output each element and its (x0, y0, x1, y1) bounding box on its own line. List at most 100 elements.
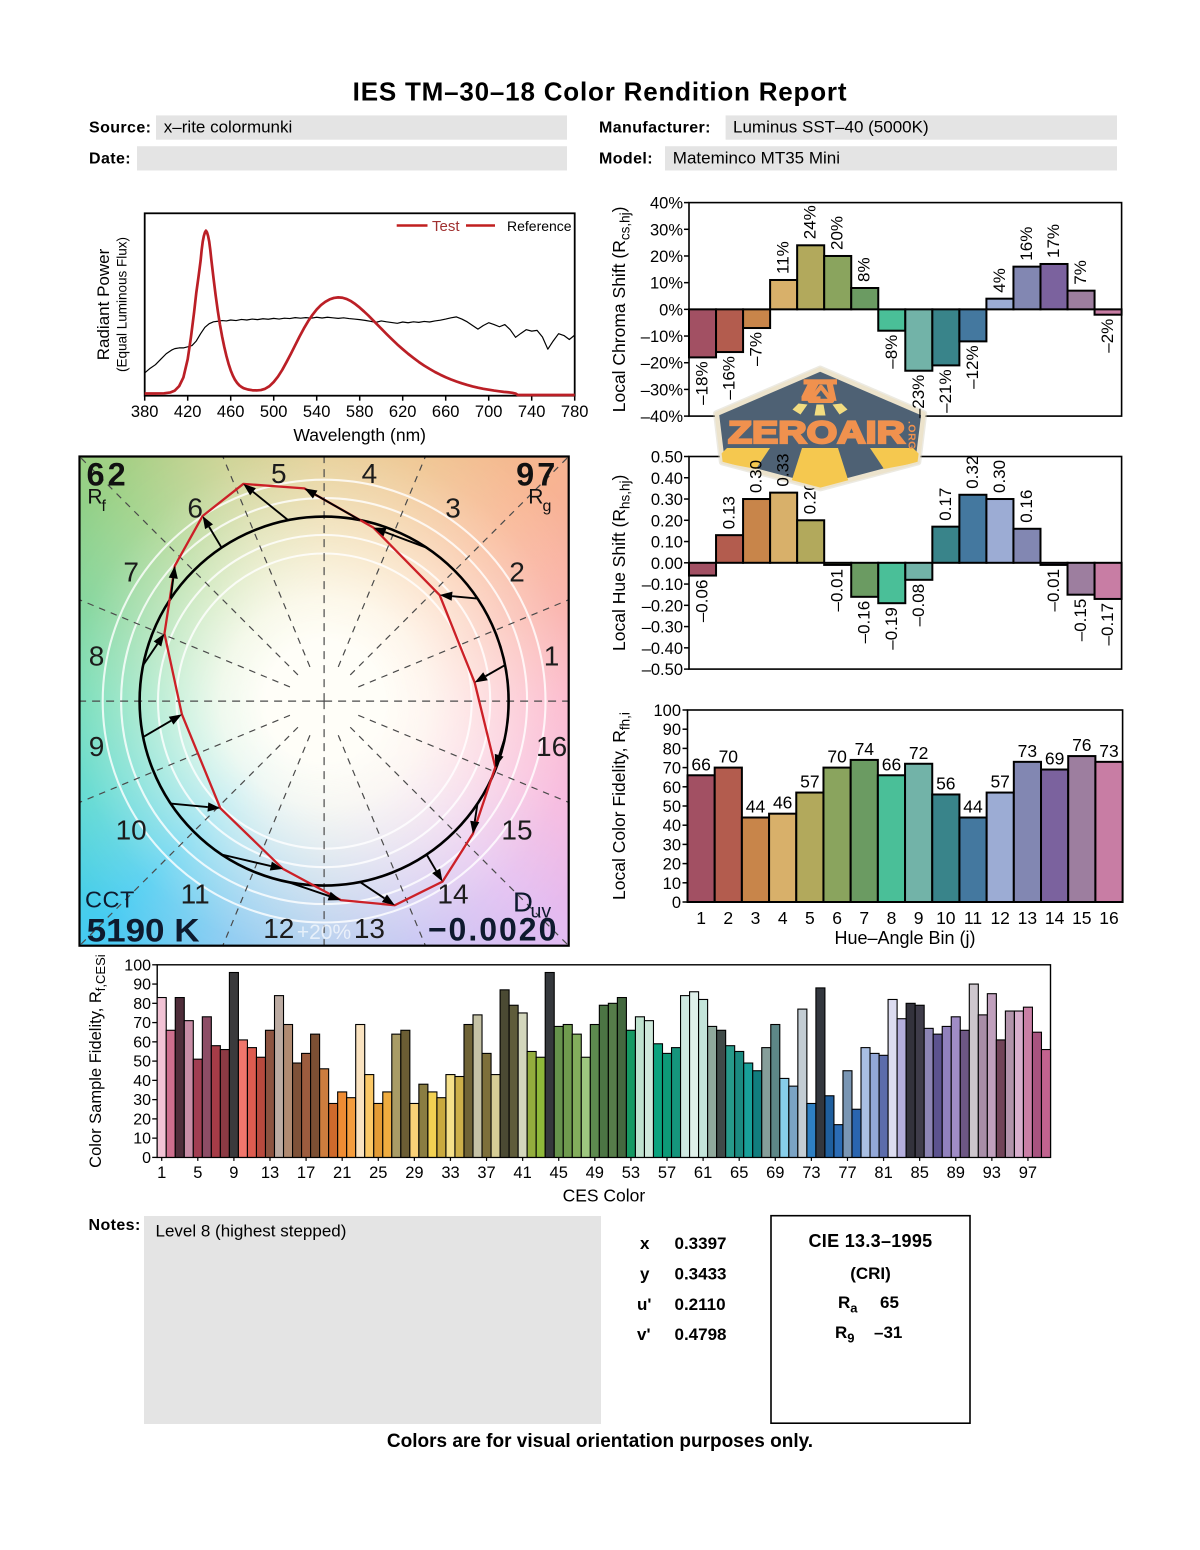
svg-text:5: 5 (271, 458, 287, 489)
svg-text:CIE 13.3–1995: CIE 13.3–1995 (809, 1231, 933, 1251)
svg-text:57: 57 (990, 772, 1009, 792)
svg-text:–0.40: –0.40 (642, 640, 683, 658)
svg-text:Source:: Source: (89, 120, 151, 137)
svg-text:–0.01: –0.01 (828, 569, 847, 612)
svg-text:Local Color Fidelity, Rfh,i: Local Color Fidelity, Rfh,i (609, 712, 633, 900)
svg-text:700: 700 (475, 403, 503, 421)
svg-text:uv: uv (531, 901, 552, 923)
svg-text:Level 8 (highest stepped): Level 8 (highest stepped) (156, 1222, 347, 1241)
svg-text:Local Chroma Shift (Rcs,hj): Local Chroma Shift (Rcs,hj) (609, 207, 633, 413)
svg-text:85: 85 (911, 1164, 929, 1182)
svg-text:Color Sample Fidelity, Rf,CESi: Color Sample Fidelity, Rf,CESi (87, 954, 108, 1168)
svg-text:7: 7 (859, 908, 869, 928)
svg-text:0.4798: 0.4798 (675, 1325, 727, 1344)
svg-text:–30%: –30% (641, 381, 684, 399)
svg-text:69: 69 (766, 1164, 784, 1182)
svg-text:540: 540 (303, 403, 331, 421)
svg-text:R9: R9 (835, 1323, 855, 1346)
svg-text:–0.08: –0.08 (909, 584, 928, 627)
svg-text:g: g (543, 498, 552, 515)
svg-text:93: 93 (983, 1164, 1001, 1182)
svg-text:100: 100 (124, 957, 151, 974)
svg-text:R: R (528, 486, 543, 509)
svg-text:0.30: 0.30 (990, 460, 1009, 493)
svg-text:66: 66 (882, 754, 901, 774)
svg-text:90: 90 (133, 977, 151, 994)
svg-text:ZEROAIR: ZEROAIR (728, 414, 905, 450)
svg-text:0: 0 (142, 1150, 151, 1167)
svg-text:0: 0 (672, 894, 681, 912)
svg-text:IES TM–30–18 Color Rendition R: IES TM–30–18 Color Rendition Report (353, 77, 848, 107)
svg-text:41: 41 (513, 1164, 531, 1182)
svg-text:53: 53 (622, 1164, 640, 1182)
svg-text:40%: 40% (650, 195, 683, 213)
svg-text:0.30: 0.30 (747, 460, 766, 493)
svg-text:9: 9 (229, 1164, 238, 1182)
svg-text:15: 15 (501, 815, 532, 846)
svg-text:65: 65 (880, 1293, 899, 1312)
svg-text:0.3433: 0.3433 (675, 1264, 727, 1283)
svg-text:0.3397: 0.3397 (675, 1234, 727, 1253)
svg-text:80: 80 (663, 740, 681, 758)
svg-text:f: f (102, 498, 107, 515)
svg-text:–40%: –40% (641, 408, 684, 426)
svg-text:Notes:: Notes: (89, 1217, 141, 1234)
svg-text:60: 60 (663, 779, 681, 797)
svg-text:–18%: –18% (693, 361, 712, 404)
svg-text:10%: 10% (650, 275, 683, 293)
svg-text:6: 6 (187, 493, 203, 524)
svg-text:13: 13 (1018, 908, 1037, 928)
svg-text:580: 580 (346, 403, 374, 421)
svg-text:4: 4 (778, 908, 788, 928)
svg-text:10: 10 (116, 815, 147, 846)
svg-text:+20%: +20% (297, 921, 351, 944)
svg-text:CCT: CCT (85, 887, 135, 913)
svg-text:77: 77 (838, 1164, 856, 1182)
svg-text:660: 660 (432, 403, 460, 421)
svg-text:(CRI): (CRI) (850, 1264, 891, 1283)
svg-text:72: 72 (909, 743, 928, 763)
svg-text:6: 6 (832, 908, 842, 928)
svg-text:2: 2 (723, 908, 733, 928)
svg-text:1: 1 (544, 640, 560, 671)
svg-text:20%: 20% (828, 216, 847, 250)
svg-text:37: 37 (477, 1164, 495, 1182)
svg-text:Colors are for visual orientat: Colors are for visual orientation purpos… (387, 1431, 813, 1452)
svg-text:17%: 17% (1044, 224, 1063, 258)
svg-text:20%: 20% (650, 248, 683, 266)
svg-text:460: 460 (217, 403, 245, 421)
svg-text:5190 K: 5190 K (87, 913, 200, 949)
svg-text:u': u' (637, 1295, 651, 1314)
svg-text:8: 8 (887, 908, 897, 928)
svg-text:380: 380 (131, 403, 159, 421)
svg-text:12: 12 (990, 908, 1009, 928)
svg-text:57: 57 (800, 772, 819, 792)
svg-text:420: 420 (174, 403, 202, 421)
svg-text:21: 21 (333, 1164, 351, 1182)
svg-text:40: 40 (133, 1073, 151, 1090)
svg-text:0.40: 0.40 (651, 470, 683, 488)
svg-text:−0.0020: −0.0020 (428, 911, 559, 947)
svg-text:73: 73 (802, 1164, 820, 1182)
svg-text:Model:: Model: (599, 150, 653, 167)
svg-text:x–rite colormunki: x–rite colormunki (164, 118, 292, 137)
svg-text:25: 25 (369, 1164, 387, 1182)
svg-text:10: 10 (936, 908, 956, 928)
svg-text:Local Hue Shift (Rhs,hj): Local Hue Shift (Rhs,hj) (609, 475, 633, 651)
svg-text:90: 90 (663, 721, 681, 739)
svg-text:–12%: –12% (963, 345, 982, 388)
svg-text:–8%: –8% (882, 335, 901, 369)
svg-text:Mateminco MT35 Mini: Mateminco MT35 Mini (673, 148, 840, 167)
svg-text:0.16: 0.16 (1017, 490, 1036, 523)
svg-text:Ra: Ra (838, 1293, 858, 1316)
svg-text:0.20: 0.20 (801, 481, 820, 514)
svg-text:0.30: 0.30 (651, 491, 683, 509)
svg-text:–0.06: –0.06 (693, 580, 712, 623)
svg-text:v': v' (637, 1325, 651, 1344)
svg-text:5: 5 (193, 1164, 202, 1182)
svg-text:–0.30: –0.30 (642, 619, 683, 637)
svg-text:0.32: 0.32 (963, 456, 982, 489)
svg-text:97: 97 (516, 456, 558, 492)
svg-text:70: 70 (719, 747, 739, 767)
svg-text:x: x (640, 1234, 650, 1253)
